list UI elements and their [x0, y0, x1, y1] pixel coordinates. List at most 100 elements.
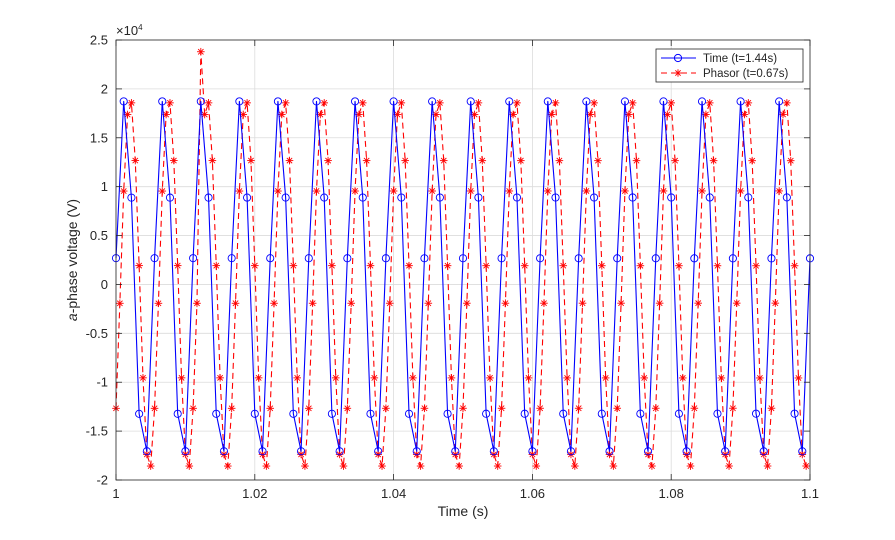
data-point-phasor	[420, 404, 429, 413]
asterisk-stroke	[290, 262, 297, 269]
data-point-phasor	[648, 462, 656, 470]
x-tick-label: 1.04	[381, 486, 406, 501]
asterisk-stroke	[479, 157, 486, 164]
asterisk-stroke	[760, 451, 767, 458]
asterisk-stroke	[529, 451, 536, 458]
data-point-time	[759, 447, 768, 456]
asterisk-stroke	[587, 111, 594, 118]
asterisk-stroke	[309, 300, 316, 307]
data-point-phasor	[667, 99, 676, 107]
ticks: 1 1.02 1.04 1.06 1.08 1.1 -2 -1.5 -1 -0.5 0 0.5 1 1.5…	[86, 33, 819, 502]
asterisk-stroke	[564, 374, 571, 381]
asterisk-stroke	[768, 405, 775, 412]
data-point-time	[366, 409, 375, 418]
data-point-phasor	[463, 299, 471, 308]
data-point-time	[520, 409, 529, 418]
data-point-phasor	[763, 462, 772, 470]
data-point-phasor	[617, 299, 625, 307]
asterisk-stroke	[660, 187, 667, 194]
data-point-phasor	[582, 187, 591, 195]
data-point-phasor	[123, 110, 132, 119]
data-point-time	[574, 254, 583, 263]
asterisk-stroke	[714, 262, 721, 269]
data-point-phasor	[289, 261, 298, 270]
data-point-phasor	[713, 261, 722, 270]
data-point-phasor	[443, 261, 452, 270]
data-point-phasor	[439, 156, 448, 165]
data-point-phasor	[686, 462, 695, 470]
asterisk-stroke	[325, 157, 332, 164]
data-point-time	[150, 254, 159, 263]
asterisk-stroke	[537, 405, 544, 412]
asterisk-stroke	[803, 463, 810, 469]
data-point-phasor	[389, 187, 398, 195]
asterisk-stroke	[598, 262, 605, 269]
data-point-phasor	[705, 99, 714, 107]
data-point-time	[235, 97, 244, 106]
legend-box	[655, 48, 804, 83]
data-point-phasor	[339, 462, 348, 470]
data-point-phasor	[651, 404, 660, 413]
asterisk-stroke	[502, 300, 509, 307]
data-point-phasor	[189, 404, 197, 413]
data-point-phasor	[116, 299, 124, 308]
data-point-phasor	[358, 99, 367, 107]
asterisk-stroke	[733, 300, 740, 307]
asterisk-stroke	[167, 99, 173, 106]
x-tick-label: 1.02	[242, 486, 267, 501]
asterisk-stroke	[317, 111, 324, 118]
data-point-phasor	[405, 261, 413, 270]
data-point-phasor	[717, 374, 726, 382]
asterisk-stroke	[467, 188, 474, 194]
data-point-phasor	[671, 156, 679, 165]
asterisk-stroke	[783, 99, 790, 106]
data-point-phasor	[231, 299, 240, 308]
asterisk-stroke	[116, 300, 123, 307]
data-point-time	[674, 409, 683, 418]
data-point-phasor	[424, 299, 433, 308]
asterisk-stroke	[421, 405, 428, 412]
data-point-phasor	[266, 404, 275, 413]
data-point-time	[543, 97, 552, 106]
asterisk-stroke	[402, 157, 409, 164]
data-point-time	[497, 254, 506, 263]
data-point-phasor	[312, 187, 321, 195]
asterisk-stroke	[186, 463, 193, 470]
data-point-phasor	[455, 462, 463, 470]
asterisk-stroke	[591, 99, 598, 106]
data-point-time	[350, 97, 360, 106]
data-point-time	[389, 97, 398, 106]
asterisk-stroke	[675, 262, 682, 269]
asterisk-stroke	[232, 300, 239, 307]
asterisk-stroke	[140, 374, 146, 381]
asterisk-stroke	[379, 463, 386, 470]
asterisk-stroke	[332, 374, 339, 381]
data-point-time	[404, 409, 414, 418]
data-point-time	[620, 97, 629, 106]
data-point-phasor	[378, 462, 386, 470]
asterisk-stroke	[772, 300, 779, 307]
asterisk-stroke	[571, 463, 578, 469]
data-point-phasor	[732, 299, 741, 307]
legend-marker-time	[673, 53, 683, 63]
data-point-time	[227, 254, 236, 263]
asterisk-stroke	[699, 187, 706, 194]
data-point-time	[327, 409, 336, 418]
data-point-phasor	[324, 156, 332, 165]
data-point-phasor	[135, 261, 143, 270]
asterisk-stroke	[301, 463, 308, 470]
data-point-time	[420, 254, 429, 263]
data-point-phasor	[447, 374, 456, 382]
data-point-phasor	[578, 299, 587, 307]
data-point-time	[458, 254, 468, 263]
data-point-phasor	[320, 99, 329, 107]
asterisk-stroke	[764, 463, 771, 469]
data-point-time	[551, 193, 560, 202]
data-point-phasor	[551, 99, 560, 107]
data-point-phasor	[362, 156, 371, 165]
asterisk-stroke	[637, 262, 644, 269]
asterisk-stroke	[583, 187, 590, 194]
asterisk-stroke	[209, 157, 216, 164]
asterisk-stroke	[271, 300, 278, 307]
asterisk-stroke	[371, 374, 378, 381]
